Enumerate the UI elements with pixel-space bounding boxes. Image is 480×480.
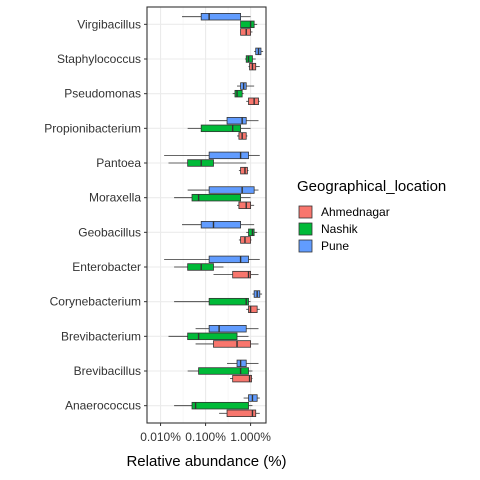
box-iqr (241, 167, 248, 174)
box-iqr (246, 56, 252, 63)
x-tick-label: 0.100% (185, 430, 226, 444)
box-iqr (209, 325, 246, 332)
box-iqr (201, 125, 240, 132)
y-tick-label-moraxella: Moraxella (89, 191, 141, 205)
legend-key-pune (299, 240, 312, 252)
legend-label-ahmednagar: Ahmednagar (321, 205, 390, 219)
box-ahmednagar-brevibacillus (230, 375, 252, 382)
legend-key-nashik (299, 223, 312, 235)
box-ahmednagar-propionibacterium (237, 133, 247, 140)
box-ahmednagar-pseudomonas (246, 98, 260, 105)
box-iqr (192, 402, 249, 409)
box-iqr (227, 117, 246, 124)
y-tick-label-brevibacillus: Brevibacillus (74, 364, 141, 378)
box-iqr (192, 194, 241, 201)
y-tick-label-enterobacter: Enterobacter (72, 260, 141, 274)
box-iqr (201, 221, 240, 228)
y-tick-label-brevibacterium: Brevibacterium (61, 329, 141, 343)
legend-label-pune: Pune (321, 239, 349, 253)
box-iqr (188, 333, 237, 340)
y-tick-label-geobacillus: Geobacillus (78, 225, 141, 239)
box-iqr (237, 360, 246, 367)
box-iqr (209, 298, 248, 305)
box-ahmednagar-virgibacillus (241, 29, 253, 36)
y-tick-label-pantoea: Pantoea (96, 156, 141, 170)
box-iqr (249, 306, 258, 313)
y-tick-label-corynebacterium: Corynebacterium (50, 295, 141, 309)
y-tick-label-pseudomonas: Pseudomonas (64, 87, 141, 101)
y-tick-label-anaerococcus: Anaerococcus (65, 399, 141, 413)
box-iqr (209, 256, 248, 263)
box-iqr (235, 90, 242, 97)
box-iqr (233, 375, 252, 382)
legend-item-pune: Pune (299, 239, 349, 253)
x-axis-title: Relative abundance (%) (126, 453, 286, 470)
y-tick-label-virgibacillus: Virgibacillus (77, 17, 141, 31)
box-iqr (239, 202, 251, 209)
legend-title: Geographical_location (297, 178, 446, 195)
box-iqr (249, 229, 255, 236)
x-tick-label: 1.000% (230, 430, 271, 444)
box-iqr (209, 187, 254, 194)
box-ahmednagar-pantoea (239, 167, 249, 174)
y-tick-label-staphylococcus: Staphylococcus (57, 52, 141, 66)
box-ahmednagar-geobacillus (239, 237, 252, 244)
legend-item-nashik: Nashik (299, 222, 359, 236)
box-iqr (213, 341, 250, 348)
legend-label-nashik: Nashik (321, 222, 359, 236)
box-iqr (241, 21, 255, 28)
box-iqr (227, 410, 256, 417)
box-iqr (201, 13, 240, 20)
x-tick-label: 0.010% (140, 430, 181, 444)
legend-key-ahmednagar (299, 206, 312, 218)
y-tick-label-propionibacterium: Propionibacterium (44, 121, 141, 135)
box-iqr (209, 152, 248, 159)
